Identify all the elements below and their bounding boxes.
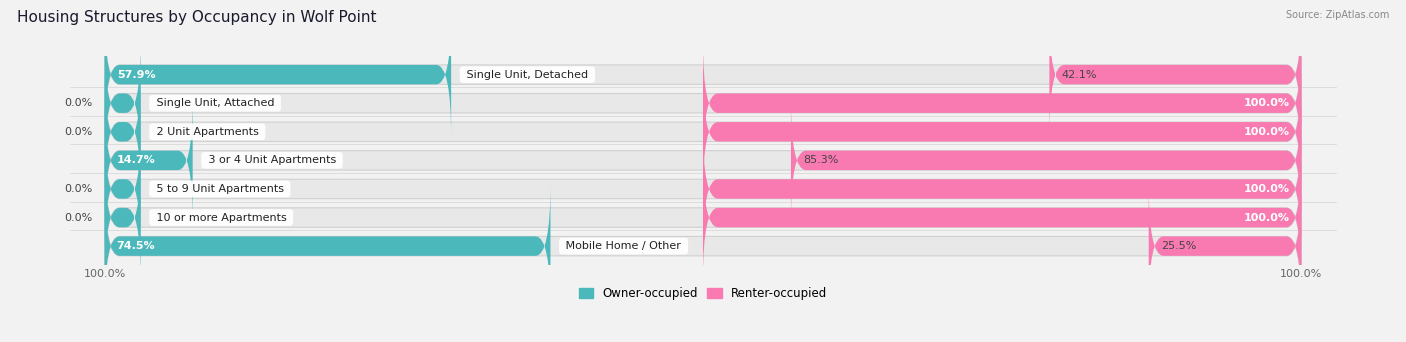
FancyBboxPatch shape — [104, 13, 451, 136]
FancyBboxPatch shape — [104, 98, 1302, 222]
FancyBboxPatch shape — [104, 184, 1302, 308]
Text: 100.0%: 100.0% — [1243, 212, 1289, 223]
Text: 2 Unit Apartments: 2 Unit Apartments — [153, 127, 262, 137]
Text: Single Unit, Detached: Single Unit, Detached — [463, 70, 592, 80]
Text: Housing Structures by Occupancy in Wolf Point: Housing Structures by Occupancy in Wolf … — [17, 10, 377, 25]
Text: Source: ZipAtlas.com: Source: ZipAtlas.com — [1285, 10, 1389, 20]
Text: 25.5%: 25.5% — [1161, 241, 1197, 251]
FancyBboxPatch shape — [104, 127, 141, 251]
FancyBboxPatch shape — [792, 98, 1302, 222]
FancyBboxPatch shape — [104, 98, 193, 222]
Text: 100.0%: 100.0% — [1243, 184, 1289, 194]
FancyBboxPatch shape — [703, 70, 1302, 194]
Text: 100.0%: 100.0% — [1243, 98, 1289, 108]
FancyBboxPatch shape — [104, 156, 141, 279]
FancyBboxPatch shape — [104, 13, 1302, 136]
Text: 5 to 9 Unit Apartments: 5 to 9 Unit Apartments — [153, 184, 287, 194]
FancyBboxPatch shape — [104, 156, 1302, 279]
FancyBboxPatch shape — [1049, 13, 1302, 136]
Text: Single Unit, Attached: Single Unit, Attached — [153, 98, 277, 108]
Text: 100.0%: 100.0% — [1243, 127, 1289, 137]
Text: 85.3%: 85.3% — [803, 155, 838, 166]
Legend: Owner-occupied, Renter-occupied: Owner-occupied, Renter-occupied — [574, 282, 832, 305]
Text: 3 or 4 Unit Apartments: 3 or 4 Unit Apartments — [205, 155, 339, 166]
Text: 14.7%: 14.7% — [117, 155, 156, 166]
FancyBboxPatch shape — [703, 41, 1302, 165]
Text: 10 or more Apartments: 10 or more Apartments — [153, 212, 290, 223]
FancyBboxPatch shape — [104, 184, 550, 308]
FancyBboxPatch shape — [104, 70, 141, 194]
FancyBboxPatch shape — [104, 127, 1302, 251]
Text: 0.0%: 0.0% — [65, 212, 93, 223]
Text: 57.9%: 57.9% — [117, 70, 155, 80]
Text: 42.1%: 42.1% — [1062, 70, 1097, 80]
Text: 0.0%: 0.0% — [65, 98, 93, 108]
FancyBboxPatch shape — [104, 70, 1302, 194]
FancyBboxPatch shape — [703, 156, 1302, 279]
FancyBboxPatch shape — [1149, 184, 1302, 308]
Text: 0.0%: 0.0% — [65, 184, 93, 194]
Text: Mobile Home / Other: Mobile Home / Other — [562, 241, 685, 251]
FancyBboxPatch shape — [104, 41, 1302, 165]
FancyBboxPatch shape — [703, 127, 1302, 251]
FancyBboxPatch shape — [104, 41, 141, 165]
Text: 0.0%: 0.0% — [65, 127, 93, 137]
Text: 74.5%: 74.5% — [117, 241, 155, 251]
